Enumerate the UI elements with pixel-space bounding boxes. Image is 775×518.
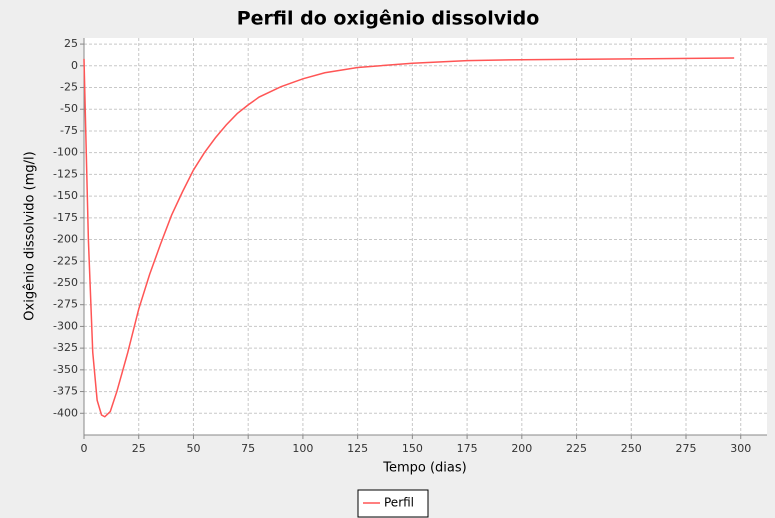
y-tick-label: -350 (53, 363, 78, 376)
x-tick-label: 0 (81, 442, 88, 455)
x-tick-label: 300 (730, 442, 751, 455)
y-tick-label: -175 (53, 211, 78, 224)
y-tick-label: -375 (53, 385, 78, 398)
line-series (83, 57, 735, 418)
y-tick-label: 25 (64, 37, 78, 50)
y-tick-label: -50 (60, 102, 78, 115)
y-tick-label: -150 (53, 189, 78, 202)
legend-label: Perfil (384, 496, 414, 510)
chart-title: Perfil do oxigênio dissolvido (237, 8, 540, 30)
x-axis-label: Tempo (dias) (382, 461, 466, 476)
y-tick-label: -300 (53, 319, 78, 332)
y-tick-label: 0 (71, 59, 78, 72)
x-tick-label: 75 (241, 442, 255, 455)
x-tick-label: 100 (292, 442, 313, 455)
x-tick-label: 175 (457, 442, 478, 455)
y-tick-label: -125 (53, 167, 78, 180)
y-tick-label: -225 (53, 254, 78, 267)
x-tick-label: 200 (511, 442, 532, 455)
y-axis-label: Oxigênio dissolvido (mg/l) (23, 151, 38, 320)
x-tick-label: 150 (402, 442, 423, 455)
x-tick-label: 275 (676, 442, 697, 455)
y-tick-label: -275 (53, 298, 78, 311)
x-tick-label: 125 (347, 442, 368, 455)
y-tick-label: -25 (60, 81, 78, 94)
x-tick-label: 25 (132, 442, 146, 455)
y-tick-label: -100 (53, 146, 78, 159)
y-tick-label: -325 (53, 341, 78, 354)
y-tick-label: -400 (53, 406, 78, 419)
y-tick-label: -75 (60, 124, 78, 137)
x-tick-label: 225 (566, 442, 587, 455)
plot-area (84, 38, 767, 435)
y-tick-label: -200 (53, 233, 78, 246)
y-tick-label: -250 (53, 276, 78, 289)
x-tick-label: 250 (621, 442, 642, 455)
x-tick-label: 50 (186, 442, 200, 455)
